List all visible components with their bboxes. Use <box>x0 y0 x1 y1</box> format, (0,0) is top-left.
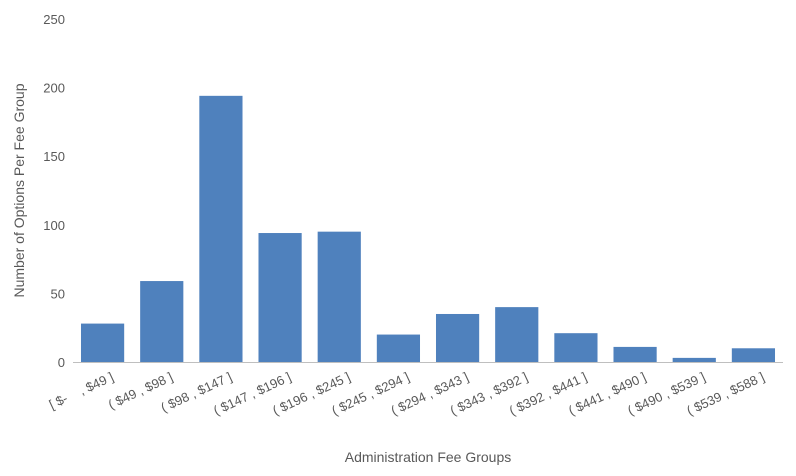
bars <box>80 95 776 362</box>
bar <box>376 334 421 362</box>
bar <box>613 346 657 362</box>
bar <box>80 323 125 362</box>
y-axis-ticks: 0 50 100 150 200 250 <box>43 12 65 370</box>
y-tick-label: 50 <box>51 286 65 301</box>
bar <box>672 357 716 362</box>
y-tick-label: 200 <box>43 81 65 96</box>
y-tick-label: 0 <box>58 355 65 370</box>
bar <box>731 348 776 362</box>
bar <box>554 333 598 362</box>
y-axis-title: Number of Options Per Fee Group <box>11 83 27 297</box>
bar <box>199 95 243 362</box>
bar <box>317 231 361 362</box>
y-tick-label: 100 <box>43 218 65 233</box>
x-axis-ticks: [ $- , $49 ]( $49 , $98 ]( $98 , $147 ](… <box>47 369 767 418</box>
x-tick-label: [ $- , $49 ] <box>47 369 116 412</box>
y-tick-label: 150 <box>43 149 65 164</box>
x-axis-title: Administration Fee Groups <box>345 449 512 465</box>
bar <box>495 307 539 362</box>
bar <box>435 313 480 362</box>
y-tick-label: 250 <box>43 12 65 27</box>
bar <box>140 281 184 362</box>
bar <box>258 233 302 362</box>
